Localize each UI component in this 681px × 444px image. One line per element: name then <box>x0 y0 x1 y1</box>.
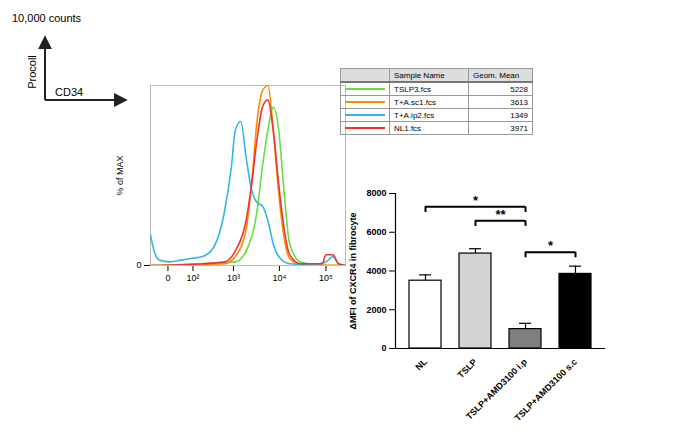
svg-text:10³: 10³ <box>227 273 240 283</box>
svg-text:*: * <box>473 193 479 208</box>
html-text:Sample Name: Sample Name <box>394 70 445 80</box>
html-text:5228: 5228 <box>510 84 528 94</box>
svg-text:10²: 10² <box>186 273 199 283</box>
html-text:Geom. Mean: Geom. Mean <box>473 70 520 80</box>
svg-text:NL: NL <box>413 356 429 372</box>
svg-text:4000: 4000 <box>366 266 386 276</box>
svg-text:0: 0 <box>136 260 141 270</box>
svg-text:TSLP+AMD3100 s.c: TSLP+AMD3100 s.c <box>513 357 579 423</box>
svg-text:0: 0 <box>381 343 386 353</box>
svg-text:TSLP+AMD3100 i.p: TSLP+AMD3100 i.p <box>464 356 529 422</box>
svg-text:2000: 2000 <box>366 305 386 315</box>
svg-text:0: 0 <box>165 273 170 283</box>
html-text:NL1.fcs: NL1.fcs <box>394 123 422 133</box>
html-text:T+A.sc1.fcs: T+A.sc1.fcs <box>394 97 436 107</box>
html-text:3971: 3971 <box>510 123 528 133</box>
html-text:T+A.ip2.fcs: T+A.ip2.fcs <box>394 110 435 120</box>
html-text:3613: 3613 <box>510 97 528 107</box>
svg-text:ΔMFI of CXCR4 in fibrocyte: ΔMFI of CXCR4 in fibrocyte <box>348 213 358 330</box>
html-text:1349: 1349 <box>510 110 528 120</box>
svg-text:10,000 counts: 10,000 counts <box>12 12 82 24</box>
svg-text:% of MAX: % of MAX <box>115 155 125 195</box>
svg-text:8000: 8000 <box>366 188 386 198</box>
svg-text:CD34: CD34 <box>55 86 83 98</box>
svg-text:**: ** <box>495 207 506 222</box>
svg-text:10⁵: 10⁵ <box>319 273 333 283</box>
svg-text:TSLP: TSLP <box>456 357 479 380</box>
svg-text:*: * <box>548 238 554 253</box>
svg-text:6000: 6000 <box>366 227 386 237</box>
svg-text:Procoll: Procoll <box>26 55 38 89</box>
svg-text:10⁴: 10⁴ <box>272 273 286 283</box>
html-text:TSLP3.fcs: TSLP3.fcs <box>394 84 431 94</box>
